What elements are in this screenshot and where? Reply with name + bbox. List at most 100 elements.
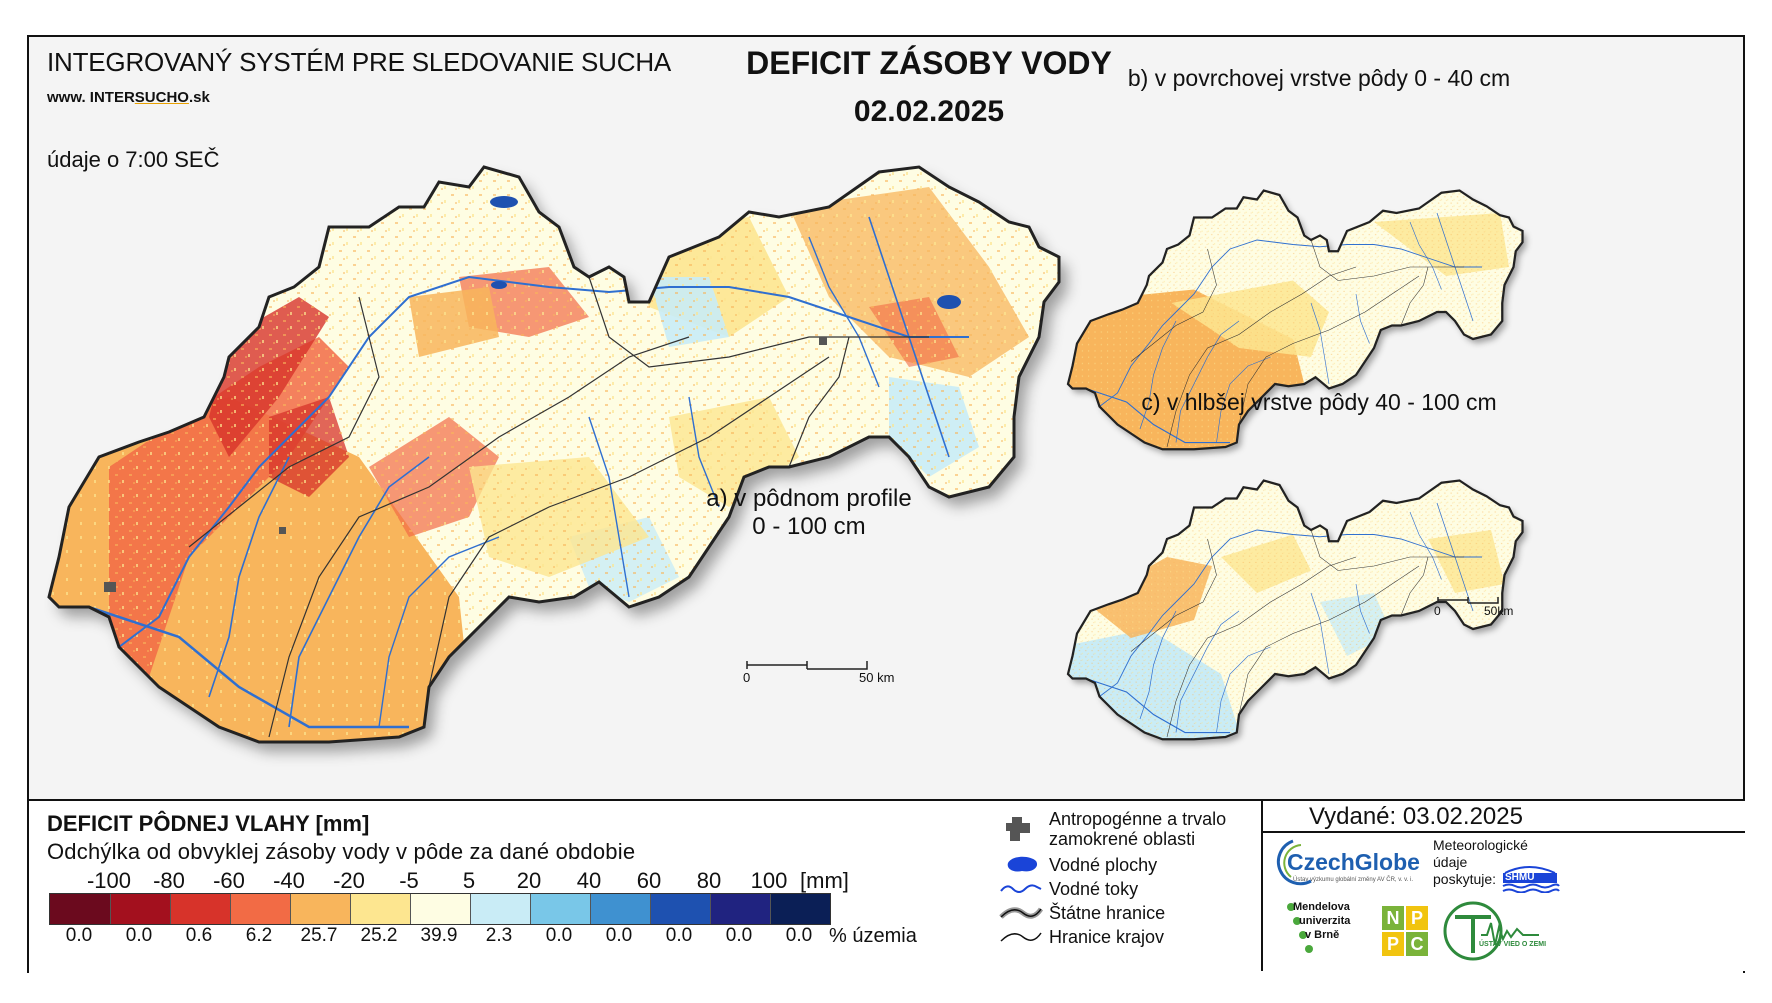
website-accent: SUCHO bbox=[134, 89, 189, 106]
mendel-logo-icon bbox=[1287, 903, 1313, 953]
legend-break: -5 bbox=[399, 868, 419, 893]
small-scale-bar bbox=[1437, 597, 1499, 604]
issued-box: Vydané: 03.02.2025 CzechGlobe Ústav výzk… bbox=[1261, 801, 1745, 971]
issued-date: Vydané: 03.02.2025 bbox=[1309, 803, 1523, 830]
legend-percent: 39.9 bbox=[420, 925, 458, 946]
legend-swatch bbox=[290, 894, 350, 924]
legend-break: 100 bbox=[750, 868, 788, 893]
czechglobe-logo: CzechGlobe bbox=[1287, 849, 1420, 875]
legend-break: -100 bbox=[86, 868, 132, 893]
legend-swatch bbox=[650, 894, 710, 924]
meteo-line1: Meteorologické bbox=[1433, 837, 1528, 853]
nppc-letter: N bbox=[1381, 905, 1405, 931]
legend-break: -40 bbox=[273, 868, 305, 893]
legend-break: 20 bbox=[516, 868, 542, 893]
main-scale-zero: 0 bbox=[743, 670, 751, 685]
uvz-logo: ÚSTAV VIED O ZEMI bbox=[1479, 941, 1547, 948]
legend-percent: 25.7 bbox=[300, 925, 338, 946]
surface-caption: b) v povrchovej vrstve pôdy 0 - 40 cm bbox=[1127, 65, 1511, 91]
deep-map bbox=[1066, 479, 1524, 741]
page-title: DEFICIT ZÁSOBY VODY bbox=[746, 45, 1112, 81]
legend-swatch bbox=[50, 894, 110, 924]
legend-swatch bbox=[530, 894, 590, 924]
legend-unit: [mm] bbox=[800, 868, 849, 893]
main-map bbox=[47, 165, 1524, 744]
legend-break: -80 bbox=[153, 868, 185, 893]
legend-subtitle: Odchýlka od obvyklej zásoby vody v pôde … bbox=[47, 839, 636, 864]
nppc-letter: C bbox=[1405, 931, 1429, 957]
small-scale-zero: 0 bbox=[1434, 604, 1441, 618]
legend-swatch bbox=[590, 894, 650, 924]
surface-map bbox=[1066, 189, 1524, 451]
main-caption-line2: 0 - 100 cm bbox=[752, 513, 866, 540]
rivers-label: Vodné toky bbox=[1049, 879, 1139, 899]
water-bodies-label: Vodné plochy bbox=[1049, 855, 1158, 875]
mendel-line3: v Brně bbox=[1305, 929, 1340, 941]
shmu-logo: SHMÚ bbox=[1505, 872, 1535, 883]
legend-swatch bbox=[350, 894, 410, 924]
legend-break: -20 bbox=[333, 868, 365, 893]
legend-break: 5 bbox=[462, 868, 476, 893]
river-icon bbox=[1000, 884, 1042, 893]
urban-symbol-icon bbox=[1006, 817, 1030, 841]
nppc-letter: P bbox=[1405, 905, 1429, 931]
main-scale-bar bbox=[746, 661, 868, 670]
meteo-line3: poskytuje: bbox=[1433, 871, 1497, 887]
website-link[interactable]: www. INTERSUCHO.sk bbox=[47, 89, 210, 106]
legend-swatch bbox=[170, 894, 230, 924]
page-date: 02.02.2025 bbox=[853, 95, 1005, 128]
legend-title: DEFICIT PÔDNEJ VLAHY [mm] bbox=[47, 811, 370, 836]
website-prefix: www. INTER bbox=[47, 89, 135, 106]
legend-percent: 0.0 bbox=[545, 925, 573, 946]
urban-label-line1: Antropogénne a trvalo bbox=[1049, 809, 1227, 829]
legend-percent: 0.0 bbox=[665, 925, 693, 946]
legend-swatch bbox=[710, 894, 770, 924]
legend-percent: 0.0 bbox=[605, 925, 633, 946]
legend-break: -60 bbox=[213, 868, 245, 893]
region-border-label: Hranice krajov bbox=[1049, 927, 1165, 947]
legend-break: 40 bbox=[576, 868, 602, 893]
legend-percent-label: % územia bbox=[829, 925, 917, 947]
time-note: údaje o 7:00 SEČ bbox=[47, 147, 220, 172]
legend-percent: 0.0 bbox=[125, 925, 153, 946]
main-caption-line1: a) v pôdnom profile bbox=[706, 485, 912, 512]
mendel-line2: univerzita bbox=[1299, 915, 1351, 927]
main-map-fill bbox=[49, 167, 1059, 742]
state-border-icon bbox=[999, 907, 1043, 919]
map-frame: INTEGROVANÝ SYSTÉM PRE SLEDOVANIE SUCHA … bbox=[27, 35, 1745, 973]
small-scale-end: 50km bbox=[1484, 604, 1514, 618]
legend-panel: DEFICIT PÔDNEJ VLAHY [mm] Odchýlka od ob… bbox=[29, 799, 1745, 973]
czechglobe-logo-icon bbox=[1276, 839, 1312, 886]
legend-percent: 2.3 bbox=[485, 925, 513, 946]
czechglobe-subtitle: Ústav výzkumu globální změny AV ČR, v. v… bbox=[1293, 877, 1414, 883]
meteo-line2: údaje bbox=[1433, 854, 1468, 870]
legend-swatch bbox=[110, 894, 170, 924]
legend-swatch bbox=[470, 894, 530, 924]
nppc-letter: P bbox=[1381, 931, 1405, 957]
uvz-logo-icon bbox=[1443, 901, 1539, 961]
issued-divider bbox=[1263, 831, 1745, 833]
legend-color-bar bbox=[49, 893, 831, 925]
mendel-line1: Mendelova bbox=[1293, 901, 1350, 913]
legend-percent: 6.2 bbox=[245, 925, 273, 946]
state-border-label: Štátne hranice bbox=[1049, 903, 1166, 923]
website-suffix: .sk bbox=[188, 89, 210, 106]
deep-caption: c) v hlbšej vrstve pôdy 40 - 100 cm bbox=[1141, 389, 1497, 415]
system-title: INTEGROVANÝ SYSTÉM PRE SLEDOVANIE SUCHA bbox=[47, 47, 672, 77]
legend-percent: 0.0 bbox=[785, 925, 813, 946]
legend-swatch bbox=[410, 894, 470, 924]
legend-percent: 0.0 bbox=[725, 925, 753, 946]
urban-label-line2: zamokrené oblasti bbox=[1049, 829, 1196, 849]
shmu-logo-icon bbox=[1502, 866, 1560, 893]
main-scale-end: 50 km bbox=[859, 670, 895, 685]
legend-swatch bbox=[230, 894, 290, 924]
water-body-icon bbox=[1007, 856, 1038, 872]
legend-break: 60 bbox=[636, 868, 662, 893]
legend-percent: 0.0 bbox=[65, 925, 93, 946]
legend-percent: 0.6 bbox=[185, 925, 213, 946]
legend-swatch bbox=[770, 894, 830, 924]
legend-break: 80 bbox=[696, 868, 722, 893]
region-border-icon bbox=[1000, 932, 1042, 942]
legend-percent: 25.2 bbox=[360, 925, 398, 946]
